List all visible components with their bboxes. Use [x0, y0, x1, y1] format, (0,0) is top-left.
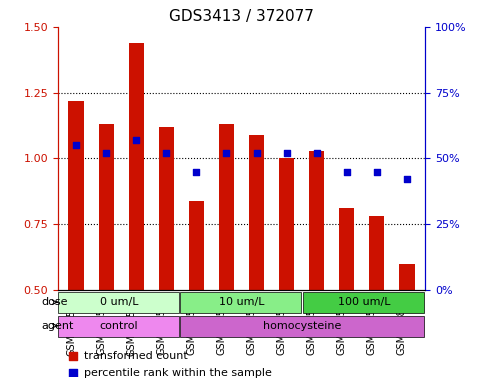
- Bar: [399, 264, 414, 290]
- Point: [102, 150, 110, 156]
- Point: [162, 150, 170, 156]
- FancyBboxPatch shape: [303, 293, 424, 313]
- Bar: [309, 151, 324, 290]
- Title: GDS3413 / 372077: GDS3413 / 372077: [169, 9, 314, 24]
- Text: transformed count: transformed count: [84, 351, 187, 361]
- Point: [193, 169, 200, 175]
- Text: control: control: [100, 321, 139, 331]
- Text: dose: dose: [41, 297, 68, 307]
- Point: [132, 137, 140, 143]
- Text: agent: agent: [41, 321, 73, 331]
- Bar: [128, 43, 144, 290]
- Point: [223, 150, 230, 156]
- Bar: [69, 101, 84, 290]
- Text: homocysteine: homocysteine: [264, 321, 342, 331]
- Bar: [279, 159, 294, 290]
- Point: [253, 150, 260, 156]
- FancyBboxPatch shape: [58, 316, 179, 337]
- Point: [343, 169, 351, 175]
- Text: percentile rank within the sample: percentile rank within the sample: [84, 367, 271, 377]
- FancyBboxPatch shape: [58, 293, 179, 313]
- Point: [371, 170, 379, 176]
- Bar: [219, 124, 234, 290]
- FancyBboxPatch shape: [180, 293, 301, 313]
- Bar: [99, 124, 114, 290]
- Point: [283, 150, 290, 156]
- Bar: [249, 135, 264, 290]
- Point: [371, 321, 379, 327]
- Bar: [189, 200, 204, 290]
- Bar: [159, 127, 174, 290]
- Bar: [369, 216, 384, 290]
- Point: [72, 142, 80, 148]
- Text: 0 um/L: 0 um/L: [100, 297, 139, 307]
- Bar: [339, 209, 355, 290]
- Point: [313, 150, 321, 156]
- Point: [403, 176, 411, 182]
- FancyBboxPatch shape: [180, 316, 424, 337]
- Text: 10 um/L: 10 um/L: [219, 297, 264, 307]
- Point: [373, 169, 381, 175]
- Text: 100 um/L: 100 um/L: [338, 297, 390, 307]
